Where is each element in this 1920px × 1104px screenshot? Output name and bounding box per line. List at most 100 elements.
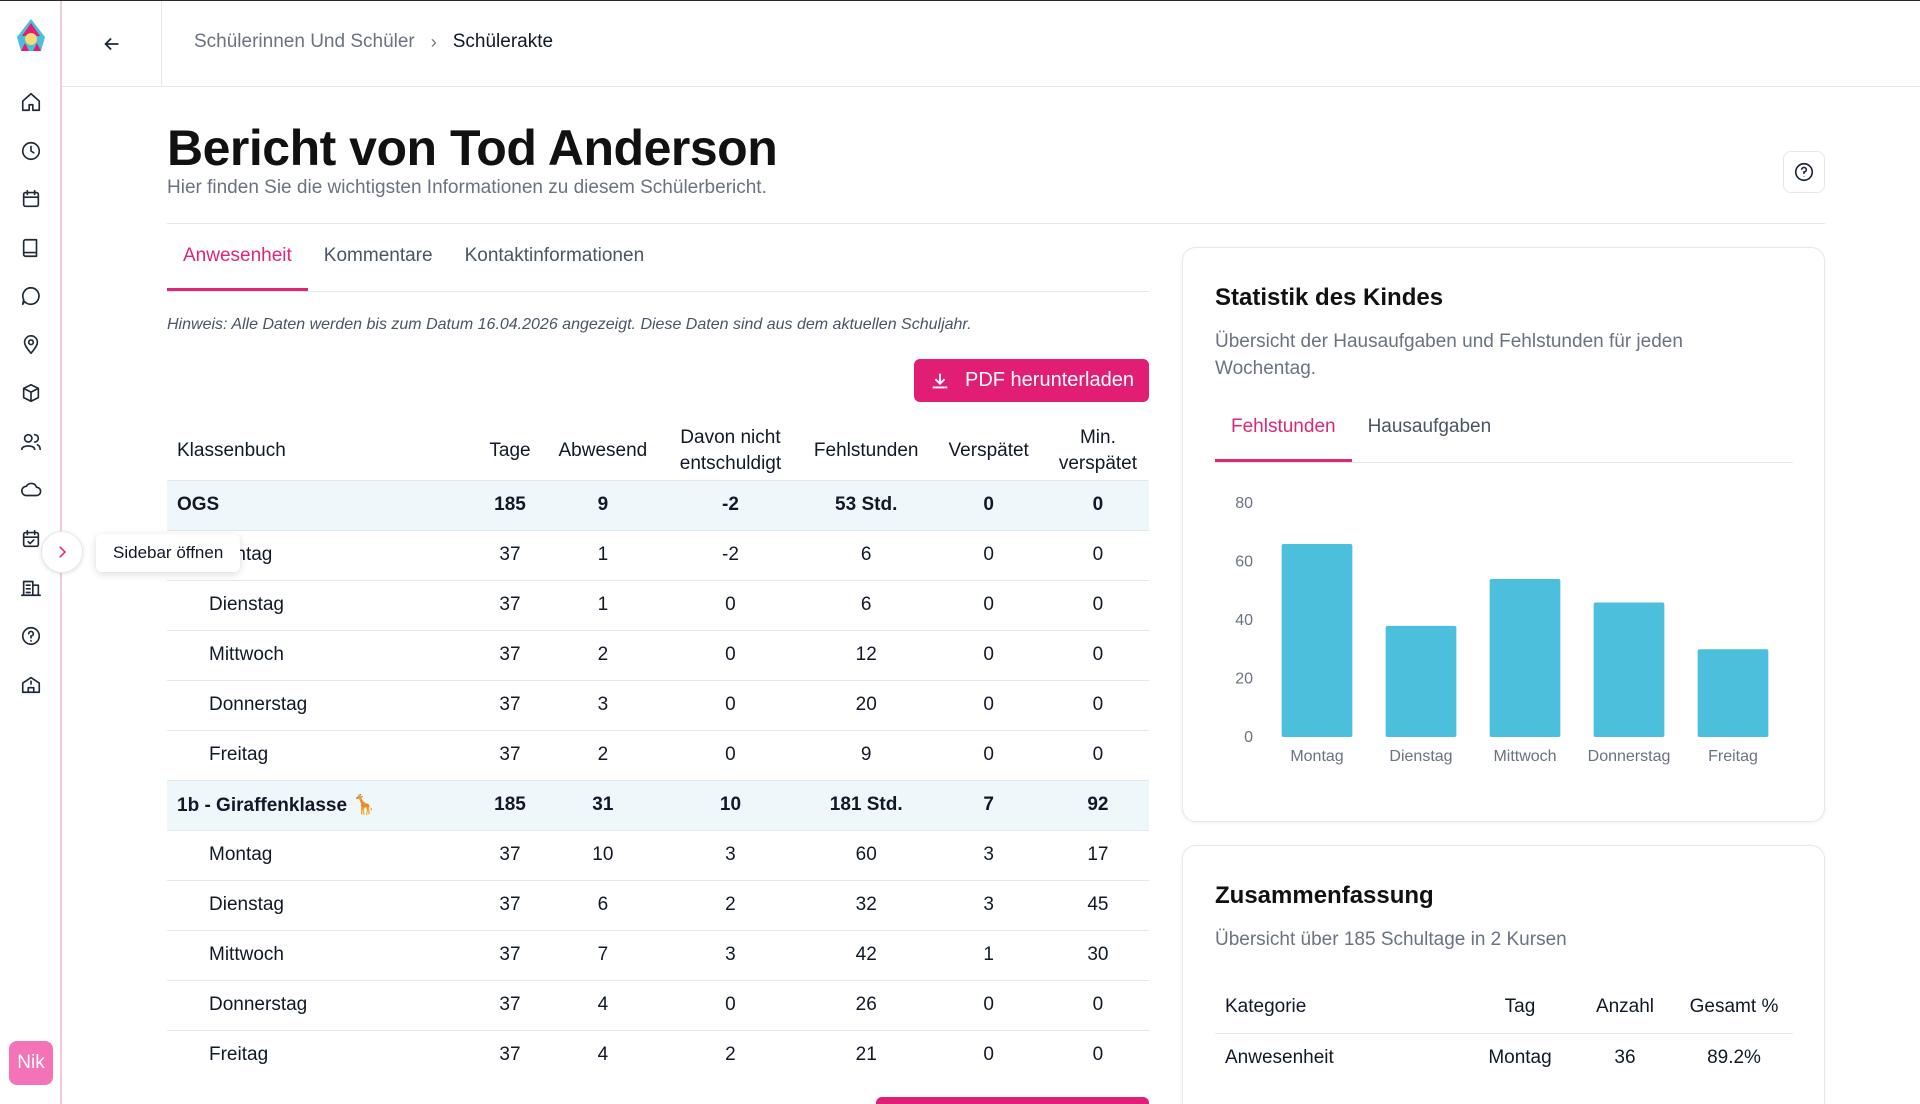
- table-cell: 37: [473, 829, 547, 880]
- summary-row: Anwesenheit Montag 36 89.2%: [1215, 1032, 1793, 1083]
- table-row: Dienstag 37 1 0 6 0 0: [167, 579, 1149, 630]
- book-icon[interactable]: [19, 236, 43, 260]
- table-cell: 0: [930, 529, 1047, 580]
- pdf-download-label: PDF herunterladen: [965, 369, 1134, 391]
- x-tick-label: Dienstag: [1389, 748, 1452, 765]
- table-cell: Freitag: [167, 1029, 474, 1080]
- table-cell: Donnerstag: [167, 679, 474, 730]
- page-subtitle: Hier finden Sie die wichtigsten Informat…: [167, 177, 767, 198]
- bar-freitag[interactable]: [1697, 649, 1769, 737]
- table-cell: 37: [473, 579, 547, 630]
- table-cell: 0: [1046, 729, 1149, 780]
- home-icon[interactable]: [19, 90, 43, 114]
- table-group-row: 1b - Giraffenklasse 🦒 185 31 10 181 Std. 7 92: [167, 779, 1149, 830]
- table-cell: 0: [1046, 979, 1149, 1030]
- arrow-left-icon: [103, 37, 118, 50]
- stats-tabs: Fehlstunden Hausaufgaben: [1215, 416, 1793, 463]
- calendar-check-icon[interactable]: [19, 527, 43, 551]
- stats-subtitle: Übersicht der Hausaufgaben und Fehlstund…: [1215, 331, 1683, 379]
- bar-mittwoch[interactable]: [1489, 579, 1561, 737]
- table-cell: 0: [659, 729, 802, 780]
- x-tick-label: Montag: [1290, 748, 1343, 765]
- tab-kontaktinformationen[interactable]: Kontaktinformationen: [464, 245, 645, 266]
- col-min-verspaetet: Min. verspätet: [1058, 426, 1138, 474]
- table-cell: 2: [546, 629, 659, 680]
- table-cell: -2: [659, 479, 802, 530]
- stats-title: Statistik des Kindes: [1215, 284, 1444, 311]
- table-row: Montag 37 10 3 60 3 17: [167, 829, 1149, 880]
- box-icon[interactable]: [19, 381, 43, 405]
- user-avatar[interactable]: Nik: [9, 1041, 53, 1085]
- table-cell: 10: [546, 829, 659, 880]
- table-cell: 45: [1046, 879, 1149, 930]
- table-cell: -2: [659, 529, 802, 580]
- summary-title: Zusammenfassung: [1215, 882, 1434, 909]
- bar-donnerstag[interactable]: [1593, 602, 1665, 737]
- table-cell: 31: [546, 779, 659, 830]
- help-button[interactable]: [1783, 151, 1825, 193]
- table-cell: 3: [659, 829, 802, 880]
- back-button[interactable]: [62, 1, 162, 86]
- table-cell: Freitag: [167, 729, 474, 780]
- table-cell: 1: [930, 929, 1047, 980]
- x-tick-label: Freitag: [1708, 748, 1758, 765]
- calendar-icon[interactable]: [19, 187, 43, 211]
- table-cell: 20: [801, 679, 931, 730]
- chat-icon[interactable]: [19, 284, 43, 308]
- summary-cell: 89.2%: [1675, 1032, 1793, 1083]
- tab-fehlstunden[interactable]: Fehlstunden: [1215, 416, 1352, 462]
- pdf-download-button-bottom[interactable]: [876, 1097, 1149, 1104]
- users-icon[interactable]: [19, 430, 43, 454]
- summary-subtitle: Übersicht über 185 Schultage in 2 Kursen: [1215, 929, 1567, 950]
- tab-hausaufgaben[interactable]: Hausaufgaben: [1367, 416, 1492, 437]
- table-cell: 53 Std.: [801, 479, 931, 530]
- table-cell: 37: [473, 929, 547, 980]
- app-logo[interactable]: [13, 17, 49, 57]
- table-cell: 60: [801, 829, 931, 880]
- clock-icon[interactable]: [19, 139, 43, 163]
- table-cell: 7: [546, 929, 659, 980]
- location-icon[interactable]: [19, 333, 43, 357]
- summary-cell: 36: [1575, 1032, 1675, 1083]
- table-cell: 10: [659, 779, 802, 830]
- table-cell: 6: [801, 579, 931, 630]
- table-cell: 1: [546, 529, 659, 580]
- bar-dienstag[interactable]: [1385, 625, 1457, 737]
- table-cell: 3: [659, 929, 802, 980]
- table-row: Donnerstag 37 4 0 26 0 0: [167, 979, 1149, 1030]
- table-cell: 9: [546, 479, 659, 530]
- help-icon[interactable]: [19, 624, 43, 648]
- table-cell: 0: [1046, 579, 1149, 630]
- building-icon[interactable]: [19, 575, 43, 599]
- sidebar-expand-button[interactable]: [41, 531, 83, 573]
- tab-anwesenheit[interactable]: Anwesenheit: [167, 245, 308, 291]
- table-cell: 0: [1046, 529, 1149, 580]
- table-row: Dienstag 37 6 2 32 3 45: [167, 879, 1149, 930]
- table-cell: 0: [930, 479, 1047, 530]
- col-tag: Tag: [1504, 995, 1536, 1017]
- table-cell: 0: [1046, 479, 1149, 530]
- cloud-icon[interactable]: [19, 478, 43, 502]
- breadcrumb-parent[interactable]: Schülerinnen Und Schüler: [194, 31, 415, 52]
- bar-montag[interactable]: [1281, 543, 1353, 737]
- table-cell: 9: [801, 729, 931, 780]
- col-gesamt: Gesamt %: [1689, 995, 1779, 1017]
- table-cell: 0: [659, 579, 802, 630]
- table-cell: 37: [473, 1029, 547, 1080]
- table-cell: 185: [473, 479, 547, 530]
- col-abwesend: Abwesend: [558, 439, 648, 461]
- pdf-download-button[interactable]: PDF herunterladen: [914, 359, 1149, 402]
- table-group-row: OGS 185 9 -2 53 Std. 0 0: [167, 479, 1149, 530]
- table-cell: Dienstag: [167, 579, 474, 630]
- table-cell: 17: [1046, 829, 1149, 880]
- school-icon[interactable]: [19, 672, 43, 696]
- table-cell: 0: [930, 979, 1047, 1030]
- table-cell: 185: [473, 779, 547, 830]
- date-hint: Hinweis: Alle Daten werden bis zum Datum…: [167, 316, 972, 333]
- tab-kommentare[interactable]: Kommentare: [323, 245, 433, 266]
- table-cell: 37: [473, 729, 547, 780]
- table-cell: 0: [1046, 1029, 1149, 1080]
- col-fehlstunden: Fehlstunden: [813, 439, 919, 461]
- summary-header-row: Kategorie Tag Anzahl Gesamt %: [1215, 981, 1793, 1033]
- table-cell: 1b - Giraffenklasse 🦒: [167, 779, 474, 830]
